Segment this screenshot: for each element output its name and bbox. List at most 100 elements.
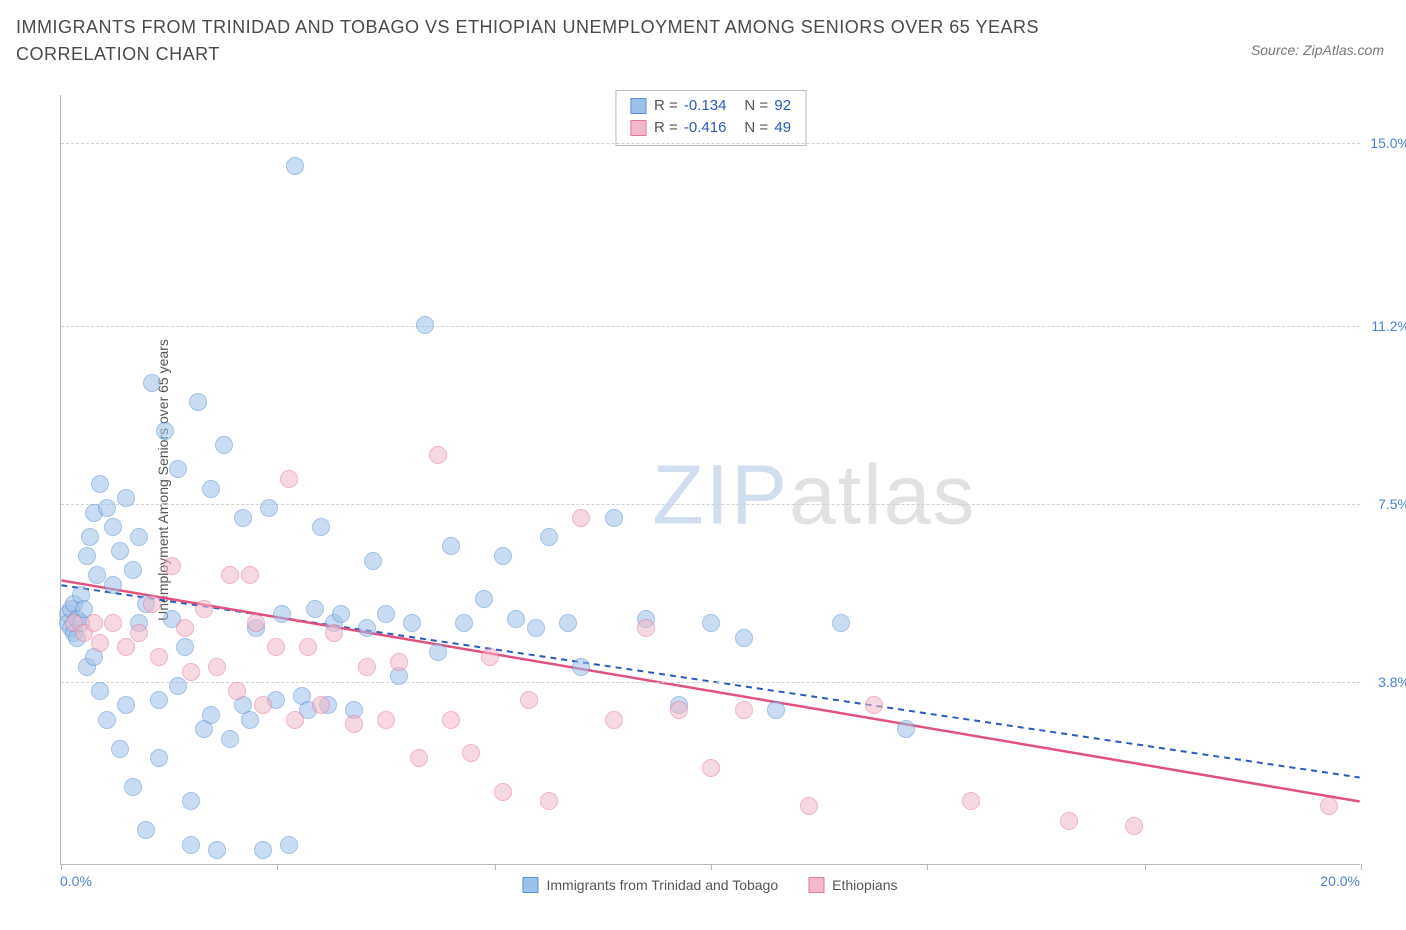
data-point bbox=[455, 614, 473, 632]
stats-row-series2: R = -0.416 N = 49 bbox=[630, 117, 791, 139]
x-tick bbox=[495, 864, 496, 870]
stats-row-series1: R = -0.134 N = 92 bbox=[630, 95, 791, 117]
data-point bbox=[527, 619, 545, 637]
data-point bbox=[429, 643, 447, 661]
watermark-zip: ZIP bbox=[652, 447, 789, 541]
source-attribution: Source: ZipAtlas.com bbox=[1251, 42, 1384, 58]
r-value-1: -0.134 bbox=[684, 97, 727, 114]
data-point bbox=[1320, 797, 1338, 815]
data-point bbox=[124, 778, 142, 796]
gridline bbox=[61, 682, 1360, 683]
trend-lines bbox=[61, 95, 1360, 864]
data-point bbox=[865, 696, 883, 714]
data-point bbox=[735, 701, 753, 719]
data-point bbox=[254, 696, 272, 714]
data-point bbox=[416, 316, 434, 334]
n-value-2: 49 bbox=[774, 119, 791, 136]
data-point bbox=[800, 797, 818, 815]
data-point bbox=[559, 614, 577, 632]
data-point bbox=[241, 711, 259, 729]
data-point bbox=[540, 528, 558, 546]
data-point bbox=[345, 715, 363, 733]
data-point bbox=[228, 682, 246, 700]
data-point bbox=[124, 561, 142, 579]
data-point bbox=[137, 821, 155, 839]
data-point bbox=[572, 509, 590, 527]
data-point bbox=[195, 600, 213, 618]
data-point bbox=[572, 658, 590, 676]
data-point bbox=[202, 706, 220, 724]
data-point bbox=[85, 614, 103, 632]
bottom-legend: Immigrants from Trinidad and Tobago Ethi… bbox=[522, 877, 897, 893]
data-point bbox=[104, 614, 122, 632]
y-tick-label: 11.2% bbox=[1371, 318, 1406, 334]
data-point bbox=[130, 528, 148, 546]
data-point bbox=[88, 566, 106, 584]
data-point bbox=[286, 711, 304, 729]
plot-region: ZIPatlas R = -0.134 N = 92 R = -0.416 N … bbox=[60, 95, 1360, 865]
data-point bbox=[403, 614, 421, 632]
data-point bbox=[377, 605, 395, 623]
data-point bbox=[306, 600, 324, 618]
data-point bbox=[215, 436, 233, 454]
r-label: R = bbox=[654, 119, 682, 136]
legend-label-2: Ethiopians bbox=[832, 877, 897, 893]
legend-item-1: Immigrants from Trinidad and Tobago bbox=[522, 877, 778, 893]
data-point bbox=[156, 422, 174, 440]
data-point bbox=[221, 566, 239, 584]
data-point bbox=[299, 638, 317, 656]
y-tick-label: 7.5% bbox=[1378, 496, 1406, 512]
data-point bbox=[312, 696, 330, 714]
data-point bbox=[462, 744, 480, 762]
data-point bbox=[163, 557, 181, 575]
data-point bbox=[1060, 812, 1078, 830]
data-point bbox=[91, 682, 109, 700]
data-point bbox=[117, 696, 135, 714]
data-point bbox=[1125, 817, 1143, 835]
data-point bbox=[169, 677, 187, 695]
x-tick bbox=[1145, 864, 1146, 870]
data-point bbox=[208, 841, 226, 859]
data-point bbox=[481, 648, 499, 666]
data-point bbox=[267, 638, 285, 656]
data-point bbox=[962, 792, 980, 810]
n-value-1: 92 bbox=[774, 97, 791, 114]
watermark-atlas: atlas bbox=[789, 447, 976, 541]
data-point bbox=[78, 547, 96, 565]
data-point bbox=[202, 480, 220, 498]
data-point bbox=[150, 749, 168, 767]
data-point bbox=[520, 691, 538, 709]
data-point bbox=[442, 537, 460, 555]
data-point bbox=[104, 576, 122, 594]
x-tick bbox=[1361, 864, 1362, 870]
x-axis-min-label: 0.0% bbox=[60, 873, 92, 889]
data-point bbox=[182, 663, 200, 681]
data-point bbox=[111, 542, 129, 560]
data-point bbox=[494, 783, 512, 801]
data-point bbox=[767, 701, 785, 719]
data-point bbox=[735, 629, 753, 647]
data-point bbox=[111, 740, 129, 758]
data-point bbox=[325, 624, 343, 642]
x-tick bbox=[711, 864, 712, 870]
data-point bbox=[91, 475, 109, 493]
data-point bbox=[241, 566, 259, 584]
data-point bbox=[494, 547, 512, 565]
data-point bbox=[670, 701, 688, 719]
data-point bbox=[390, 653, 408, 671]
data-point bbox=[176, 619, 194, 637]
watermark: ZIPatlas bbox=[652, 446, 976, 543]
data-point bbox=[150, 691, 168, 709]
data-point bbox=[702, 759, 720, 777]
gridline bbox=[61, 504, 1360, 505]
data-point bbox=[475, 590, 493, 608]
r-label: R = bbox=[654, 97, 682, 114]
data-point bbox=[332, 605, 350, 623]
data-point bbox=[358, 619, 376, 637]
data-point bbox=[832, 614, 850, 632]
data-point bbox=[189, 393, 207, 411]
data-point bbox=[280, 470, 298, 488]
data-point bbox=[130, 624, 148, 642]
data-point bbox=[312, 518, 330, 536]
data-point bbox=[143, 374, 161, 392]
